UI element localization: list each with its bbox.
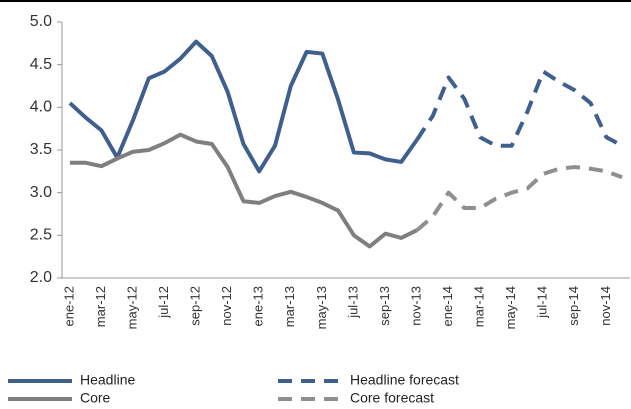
series-line	[415, 69, 624, 148]
x-tick-label: nov-12	[219, 286, 234, 326]
x-tick-label: may-13	[314, 286, 329, 329]
y-tick-label: 2.0	[30, 269, 52, 286]
x-tick-label: sep-13	[377, 286, 392, 326]
x-tick-label: sep-14	[566, 286, 581, 326]
x-tick-label: jul-13	[345, 286, 360, 319]
legend-label: Headline	[80, 372, 135, 388]
y-tick-label: 4.0	[30, 99, 52, 116]
x-tick-label: jul-14	[535, 286, 550, 319]
y-tick-label: 5.0	[30, 13, 52, 30]
x-tick-label: sep-12	[188, 286, 203, 326]
x-tick-label: ene-13	[251, 286, 266, 326]
x-tick-label: jul-12	[156, 286, 171, 319]
series-line	[415, 165, 623, 232]
y-tick-label: 3.0	[30, 184, 52, 201]
x-tick-label: may-12	[124, 286, 139, 329]
x-tick-label: ene-12	[61, 286, 76, 326]
legend-label: Core forecast	[350, 390, 434, 406]
series-line	[68, 39, 419, 174]
series-line	[69, 132, 418, 249]
x-tick-label: may-14	[503, 286, 518, 329]
x-tick-label: ene-14	[440, 286, 455, 326]
x-tick-label: nov-13	[408, 286, 423, 326]
y-tick-label: 2.5	[30, 227, 52, 244]
legend-label: Headline forecast	[350, 372, 459, 388]
y-tick-label: 3.5	[30, 141, 52, 158]
x-tick-label: mar-13	[282, 286, 297, 327]
legend-label: Core	[80, 390, 111, 406]
y-tick-label: 4.5	[30, 56, 52, 73]
x-tick-label: nov-14	[598, 286, 613, 326]
x-tick-label: mar-12	[93, 286, 108, 327]
x-tick-label: mar-14	[472, 286, 487, 327]
